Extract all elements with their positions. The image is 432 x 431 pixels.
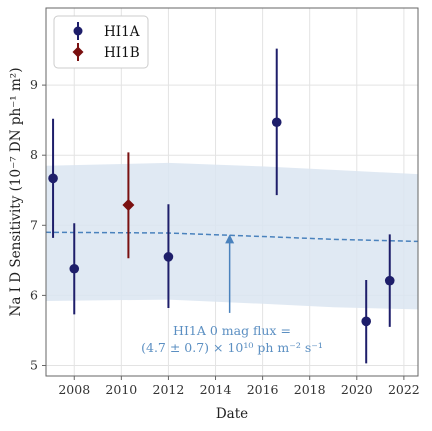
x-tick-label: 2008 — [58, 382, 90, 397]
hi1a-point — [69, 263, 80, 274]
x-tick-label: 2016 — [247, 382, 279, 397]
annotation-arrow-head — [225, 234, 235, 244]
y-tick-label: 5 — [30, 357, 38, 372]
legend-hi1b-marker — [72, 46, 84, 58]
annotation-line-1: HI1A 0 mag flux = — [173, 323, 291, 338]
plot-frame — [45, 7, 419, 377]
axis-ticks: 2008 2010 2012 2014 2016 2018 2020 2022 5 6 7 8 9 — [30, 77, 420, 397]
x-tick-label: 2012 — [153, 382, 185, 397]
x-tick-label: 2020 — [341, 382, 373, 397]
hi1a-point — [271, 117, 282, 128]
confidence-band — [46, 162, 418, 310]
legend-hi1a-marker — [73, 26, 83, 36]
y-tick-label: 8 — [30, 147, 38, 162]
y-tick-label: 6 — [30, 287, 38, 302]
annotation: HI1A 0 mag flux = (4.7 ± 0.7) × 10¹⁰ ph … — [141, 234, 323, 355]
x-tick-label: 2014 — [200, 382, 232, 397]
hi1a-point — [48, 173, 58, 184]
confidence-band-layer — [46, 162, 418, 310]
x-axis-label: Date — [216, 406, 248, 422]
y-tick-label: 7 — [30, 217, 38, 232]
legend-hi1a-label: HI1A — [104, 24, 140, 40]
annotation-line-2: (4.7 ± 0.7) × 10¹⁰ ph m⁻² s⁻¹ — [141, 340, 323, 355]
x-tick-label: 2022 — [388, 382, 420, 397]
legend: HI1A HI1B — [53, 15, 149, 69]
hi1a-point — [361, 316, 372, 327]
x-tick-label: 2018 — [294, 382, 326, 397]
x-tick-label: 2010 — [105, 382, 137, 397]
hi1b-point — [122, 198, 135, 211]
data-points-layer — [48, 48, 395, 364]
y-tick-label: 9 — [30, 77, 38, 92]
hi1a-point — [384, 275, 395, 286]
hi1a-point — [163, 252, 174, 262]
y-axis-label: Na I D Sensitivity (10⁻⁷ DN ph⁻¹ m²) — [8, 68, 24, 317]
legend-hi1b-label: HI1B — [104, 45, 140, 61]
